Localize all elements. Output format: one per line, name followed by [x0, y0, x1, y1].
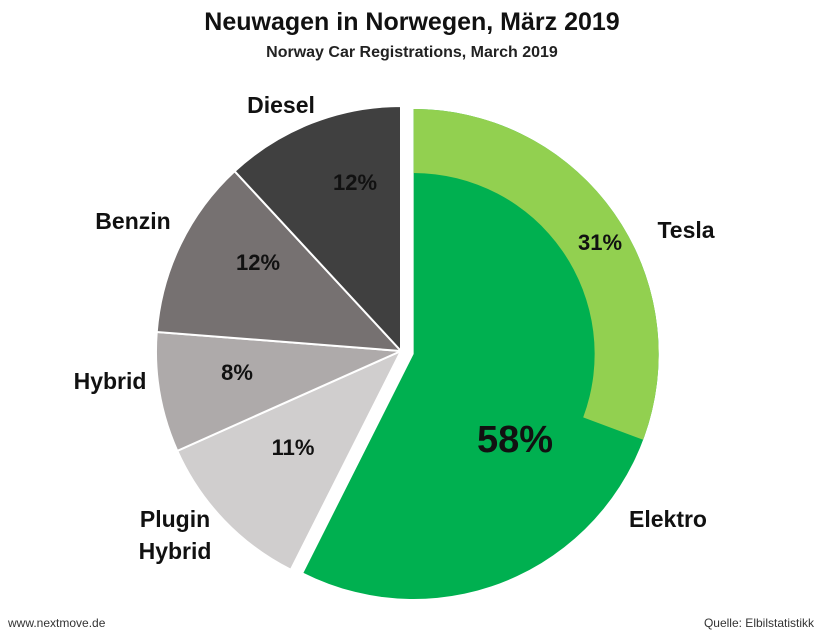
pct-label-diesel: 12% [333, 170, 377, 195]
slice-tesla [413, 109, 659, 440]
footer-website: www.nextmove.de [8, 616, 106, 630]
slice-hybrid [155, 330, 402, 453]
name-label-elektro: Elektro [629, 506, 707, 532]
pct-label-elektro: 58% [477, 419, 553, 461]
name-label-benzin: Benzin [95, 208, 170, 234]
slice-diesel [233, 104, 402, 354]
name-label-tesla: Tesla [657, 217, 714, 243]
name-label-hybrid: Hybrid [74, 368, 147, 394]
pct-label-tesla: 31% [578, 230, 622, 255]
footer-source: Quelle: Elbilstatistikk [703, 616, 814, 630]
pct-label-hybrid: 8% [221, 360, 253, 385]
name-label-plugin-hybrid: Hybrid [139, 538, 212, 564]
slice-plugin-hybrid [175, 348, 404, 572]
pct-label-benzin: 12% [236, 250, 280, 275]
chart-title: Neuwagen in Norwegen, März 2019 [204, 8, 620, 36]
slice-benzin [155, 169, 404, 353]
name-label-plugin-hybrid: Plugin [140, 506, 210, 532]
name-label-diesel: Diesel [247, 92, 315, 118]
chart-subtitle: Norway Car Registrations, March 2019 [266, 44, 558, 61]
pct-label-plugin-hybrid: 11% [272, 435, 315, 460]
